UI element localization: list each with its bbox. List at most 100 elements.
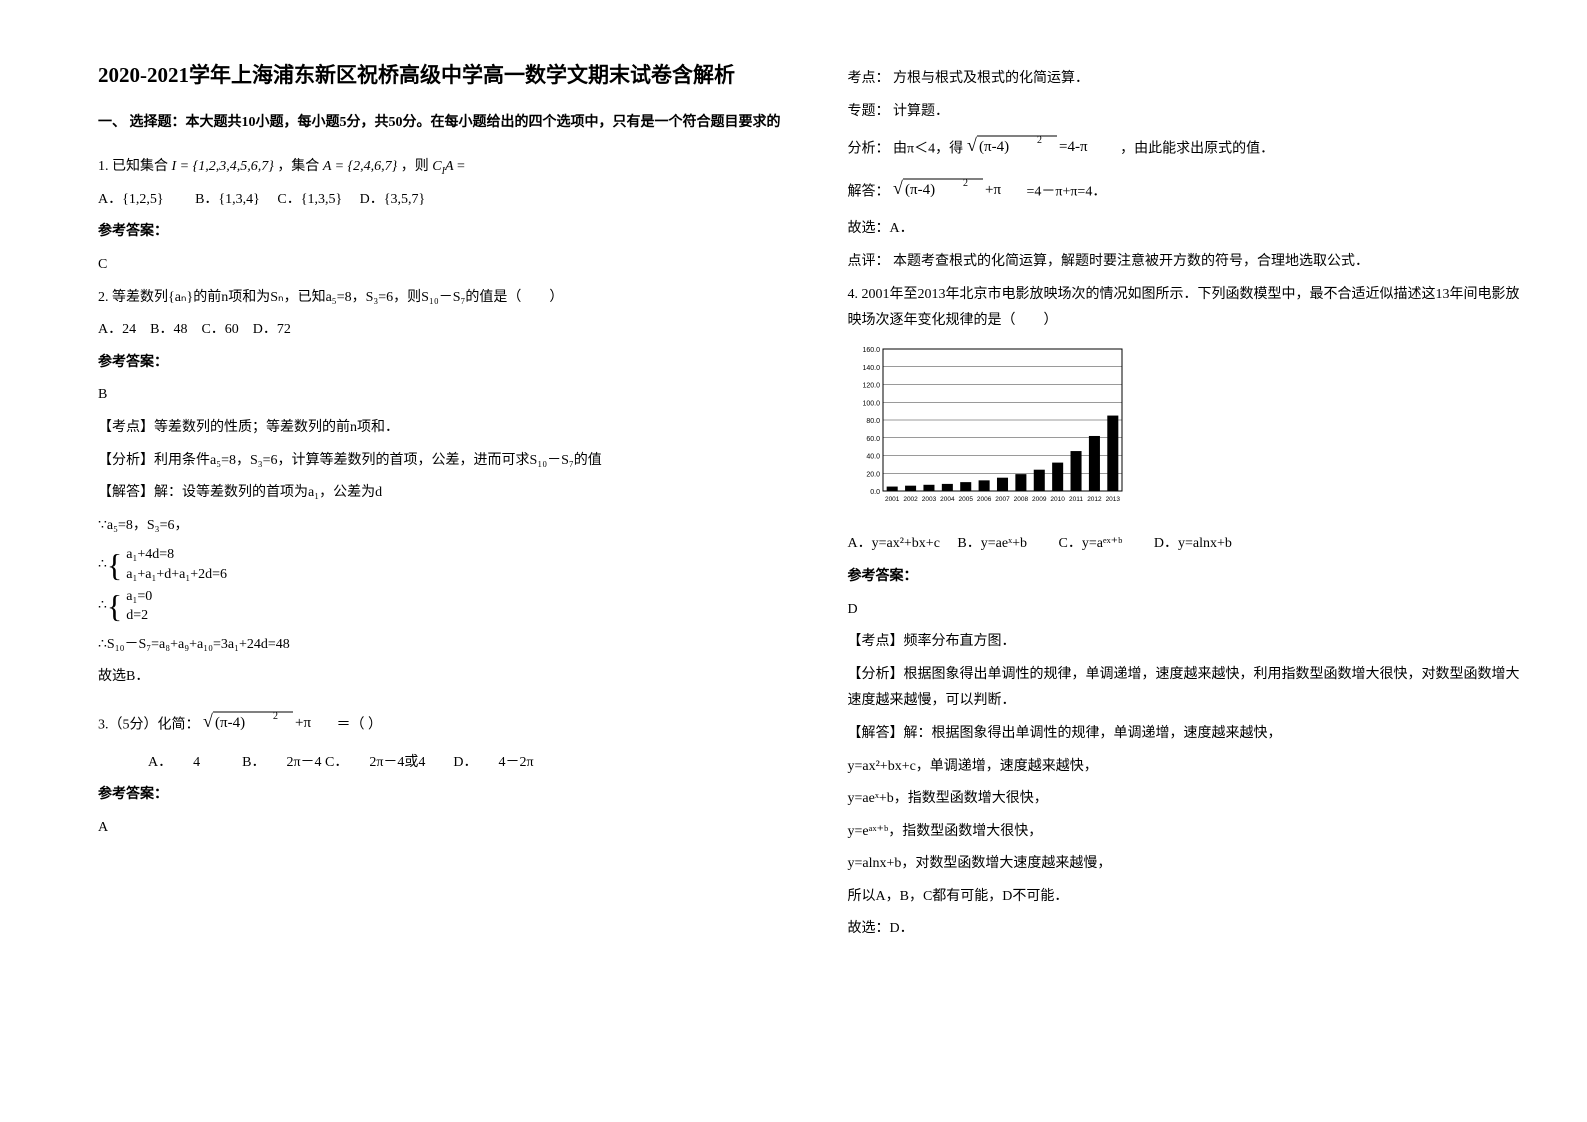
q3-jieda-post: =4－π+π=4．: [1027, 184, 1107, 199]
svg-text:2010: 2010: [1050, 496, 1065, 503]
q3-kaodian-label: 考点：: [848, 71, 890, 86]
q4-jieda: 【解答】解：根据图象得出单调性的规律，单调递增，速度越来越快，: [848, 721, 1528, 748]
sqrt-icon: √ (π-4) 2 =4-π: [967, 131, 1117, 157]
brace-icon: {: [107, 549, 122, 581]
q2-brace1: ∴ { a₁+4d=8 a₁+a₁+d+a₁+2d=6: [98, 545, 788, 584]
q1-answer-label: 参考答案：: [98, 219, 788, 246]
svg-text:2005: 2005: [958, 496, 973, 503]
q4-fenxi: 【分析】根据图象得出单调性的规律，单调递增，速度越来越快，利用指数型函数增大很快…: [848, 662, 1528, 715]
sqrt-icon: √ (π-4) 2 +π: [893, 174, 1023, 200]
section-instruction: 一、 选择题：本大题共10小题，每小题5分，共50分。在每小题给出的四个选项中，…: [98, 110, 788, 137]
q3-zhuanti: 专题： 计算题．: [848, 99, 1528, 126]
svg-text:2004: 2004: [940, 496, 955, 503]
q1-opt-A: {1,2,5}: [122, 192, 163, 207]
svg-text:+π: +π: [985, 182, 1001, 198]
q4-opt-D: D．y=alnx+b: [1154, 536, 1232, 551]
exam-title: 2020-2021学年上海浦东新区祝桥高级中学高一数学文期末试卷含解析: [98, 60, 788, 92]
svg-text:100.0: 100.0: [862, 400, 880, 407]
q4-opt-A: A．y=ax²+bx+c: [848, 536, 940, 551]
svg-text:20.0: 20.0: [866, 471, 880, 478]
svg-text:√: √: [893, 178, 903, 198]
svg-text:(π-4): (π-4): [215, 715, 245, 731]
q4-options: A．y=ax²+bx+c B．y=aeˣ+b C．y=aᵉˣ⁺ᵇ D．y=aln…: [848, 531, 1528, 558]
svg-text:160.0: 160.0: [862, 347, 880, 354]
svg-text:0.0: 0.0: [870, 489, 880, 496]
svg-text:2008: 2008: [1013, 496, 1028, 503]
svg-text:√: √: [967, 135, 977, 155]
svg-text:+π: +π: [295, 715, 311, 731]
svg-text:(π-4): (π-4): [905, 182, 935, 198]
svg-text:2009: 2009: [1032, 496, 1047, 503]
q4-answer: D: [848, 597, 1528, 624]
q3-answer: A: [98, 815, 788, 842]
q3-zhuanti-text: 计算题．: [893, 104, 949, 119]
q1-tail: ，则 CIA =: [401, 159, 465, 174]
q2-brace2-l2: d=2: [126, 606, 152, 626]
q2-brace2-l1: a₁=0: [126, 587, 152, 607]
q2-options: A．24 B．48 C．60 D．72: [98, 317, 788, 344]
q2-stem: 2. 等差数列{aₙ}的前n项和为Sₙ，已知a₅=8，S₃=6，则S₁₀－S₇的…: [98, 285, 788, 312]
q2-line5: 故选B．: [98, 664, 788, 691]
svg-text:2007: 2007: [995, 496, 1010, 503]
q3-dianping-text: 本题考查根式的化简运算，解题时要注意被开方数的符号，合理地选取公式．: [893, 254, 1369, 269]
svg-text:2011: 2011: [1069, 496, 1083, 503]
svg-text:2002: 2002: [903, 496, 918, 503]
q3-dianping-label: 点评：: [848, 254, 890, 269]
q2-answer-label: 参考答案：: [98, 350, 788, 377]
q4-l1: y=ax²+bx+c，单调递增，速度越来越快，: [848, 754, 1528, 781]
q2-brace2-prefix: ∴: [98, 593, 107, 620]
q3-stem: 3.（5分）化简： √ (π-4) 2 +π ＝（ ）: [98, 707, 788, 744]
q1-stem: 1. 已知集合 I = {1,2,3,4,5,6,7} ，集合 A = {2,4…: [98, 154, 788, 181]
q3-fenxi-post: ，由此能求出原式的值．: [1120, 142, 1274, 157]
sqrt-icon: √ (π-4) 2 +π: [203, 707, 333, 733]
q1-answer: C: [98, 252, 788, 279]
q3-pre: 3.（5分）化简：: [98, 718, 200, 733]
q3-dianping: 点评： 本题考查根式的化简运算，解题时要注意被开方数的符号，合理地选取公式．: [848, 249, 1528, 276]
q2-kaodian: 【考点】等差数列的性质；等差数列的前n项和．: [98, 415, 788, 442]
q3-kaodian: 考点： 方根与根式及根式的化简运算．: [848, 66, 1528, 93]
q4-l3: y=eᵃˣ⁺ᵇ，指数型函数增大很快，: [848, 819, 1528, 846]
svg-text:√: √: [203, 711, 213, 731]
q3-jieda-expr: √ (π-4) 2 +π: [893, 174, 1023, 211]
svg-text:=4-π: =4-π: [1059, 139, 1088, 155]
q4-l5: 所以A，B，C都有可能，D不可能．: [848, 884, 1528, 911]
q1-pre: 1. 已知集合: [98, 159, 172, 174]
svg-text:2001: 2001: [884, 496, 899, 503]
q2-brace1-prefix: ∴: [98, 552, 107, 579]
q1-options: A．{1,2,5} B．{1,3,4} C．{1,3,5} D．{3,5,7}: [98, 187, 788, 214]
q1-opt-B: {1,3,4}: [218, 192, 259, 207]
q4-l2: y=aeˣ+b，指数型函数增大很快，: [848, 786, 1528, 813]
svg-text:80.0: 80.0: [866, 418, 880, 425]
q4-answer-label: 参考答案：: [848, 564, 1528, 591]
brace-icon: {: [107, 590, 122, 622]
right-column: 考点： 方根与根式及根式的化简运算． 专题： 计算题． 分析： 由π＜4，得 √…: [818, 60, 1538, 1092]
q1-set-A: A = {2,4,6,7}: [323, 159, 397, 174]
svg-text:2012: 2012: [1087, 496, 1102, 503]
q3-fenxi-label: 分析：: [848, 142, 890, 157]
q2-brace1-l2: a₁+a₁+d+a₁+2d=6: [126, 565, 227, 585]
q3-fenxi-expr: √ (π-4) 2 =4-π: [967, 131, 1117, 168]
q3-options: A． 4 B． 2π－4 C． 2π－4或4 D． 4－2π: [98, 750, 788, 777]
q2-line1: ∵a₅=8，S₃=6，: [98, 513, 788, 540]
q2-brace1-l1: a₁+4d=8: [126, 545, 227, 565]
q1-set-I: I = {1,2,3,4,5,6,7}: [172, 159, 274, 174]
q4-kaodian: 【考点】频率分布直方图．: [848, 629, 1528, 656]
svg-text:2013: 2013: [1105, 496, 1120, 503]
q3-expr: √ (π-4) 2 +π: [203, 707, 333, 744]
left-column: 2020-2021学年上海浦东新区祝桥高级中学高一数学文期末试卷含解析 一、 选…: [98, 60, 818, 1092]
q4-opt-C: C．y=aᵉˣ⁺ᵇ: [1059, 536, 1123, 551]
page: 2020-2021学年上海浦东新区祝桥高级中学高一数学文期末试卷含解析 一、 选…: [0, 0, 1587, 1122]
q1-opt-C: {1,3,5}: [301, 192, 342, 207]
svg-text:2003: 2003: [921, 496, 936, 503]
q2-jieda-label: 【解答】解：设等差数列的首项为a₁，公差为d: [98, 480, 788, 507]
svg-text:60.0: 60.0: [866, 436, 880, 443]
q3-zhuanti-label: 专题：: [848, 104, 890, 119]
q2-fenxi: 【分析】利用条件a₅=8，S₃=6，计算等差数列的首项，公差，进而可求S₁₀－S…: [98, 448, 788, 475]
q3-jieda: 解答： √ (π-4) 2 +π =4－π+π=4．: [848, 174, 1528, 211]
q3-fenxi: 分析： 由π＜4，得 √ (π-4) 2 =4-π ，由此能求出原式的值．: [848, 131, 1528, 168]
q3-post: ＝（ ）: [337, 718, 383, 733]
q4-l6: 故选：D．: [848, 916, 1528, 943]
q3-kaodian-text: 方根与根式及根式的化简运算．: [893, 71, 1089, 86]
bar-chart-icon: 160.0140.0120.0100.080.060.040.020.00.02…: [848, 343, 1128, 513]
svg-text:2: 2: [1037, 135, 1042, 146]
